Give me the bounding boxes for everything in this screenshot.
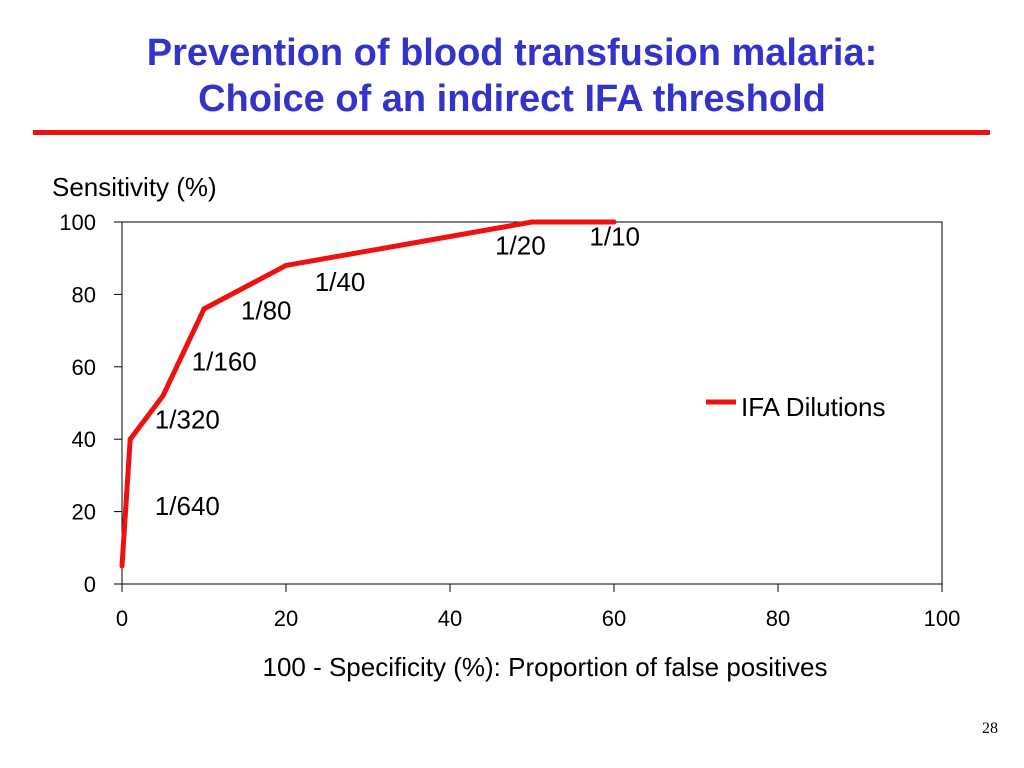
dilution-label: 1/640 [155, 491, 220, 521]
annotation-layer: 1/640 1/320 1/160 1/80 1/40 1/20 1/10 [155, 222, 640, 522]
slide-title: Prevention of blood transfusion malaria:… [0, 30, 1024, 122]
axes: 0 20 40 60 80 100 0 20 40 60 80 100 [59, 210, 960, 631]
x-tick-label: 20 [274, 606, 298, 631]
y-tick-label: 60 [72, 355, 96, 380]
legend: IFA Dilutions [706, 392, 886, 422]
dilution-label: 1/20 [495, 231, 546, 261]
data-point [119, 563, 125, 569]
title-line-2: Choice of an indirect IFA threshold [198, 78, 826, 120]
y-tick-label: 40 [72, 427, 96, 452]
y-tick-label: 20 [72, 500, 96, 525]
x-tick-label: 60 [602, 606, 626, 631]
title-divider [33, 130, 990, 135]
dilution-label: 1/160 [192, 346, 257, 376]
dilution-label: 1/40 [315, 267, 366, 297]
y-tick-label: 100 [59, 210, 96, 235]
data-point [529, 219, 535, 225]
x-tick-label: 100 [924, 606, 961, 631]
y-tick-label: 0 [84, 572, 96, 597]
series-layer [119, 219, 617, 569]
dilution-label: 1/80 [241, 296, 292, 326]
data-point [201, 306, 207, 312]
page-number: 28 [982, 720, 998, 737]
data-point [127, 436, 133, 442]
y-tick-label: 80 [72, 282, 96, 307]
dilution-label: 1/10 [589, 222, 640, 252]
y-axis-label: Sensitivity (%) [52, 172, 217, 202]
x-axis-label: 100 - Specificity (%): Proportion of fal… [262, 652, 827, 682]
x-tick-label: 0 [116, 606, 128, 631]
data-point [611, 219, 617, 225]
data-point [283, 262, 289, 268]
x-tick-label: 80 [766, 606, 790, 631]
legend-label: IFA Dilutions [741, 392, 886, 422]
x-tick-label: 40 [438, 606, 462, 631]
title-line-1: Prevention of blood transfusion malaria: [146, 32, 878, 74]
data-point [160, 393, 166, 399]
dilution-label: 1/320 [155, 404, 220, 434]
